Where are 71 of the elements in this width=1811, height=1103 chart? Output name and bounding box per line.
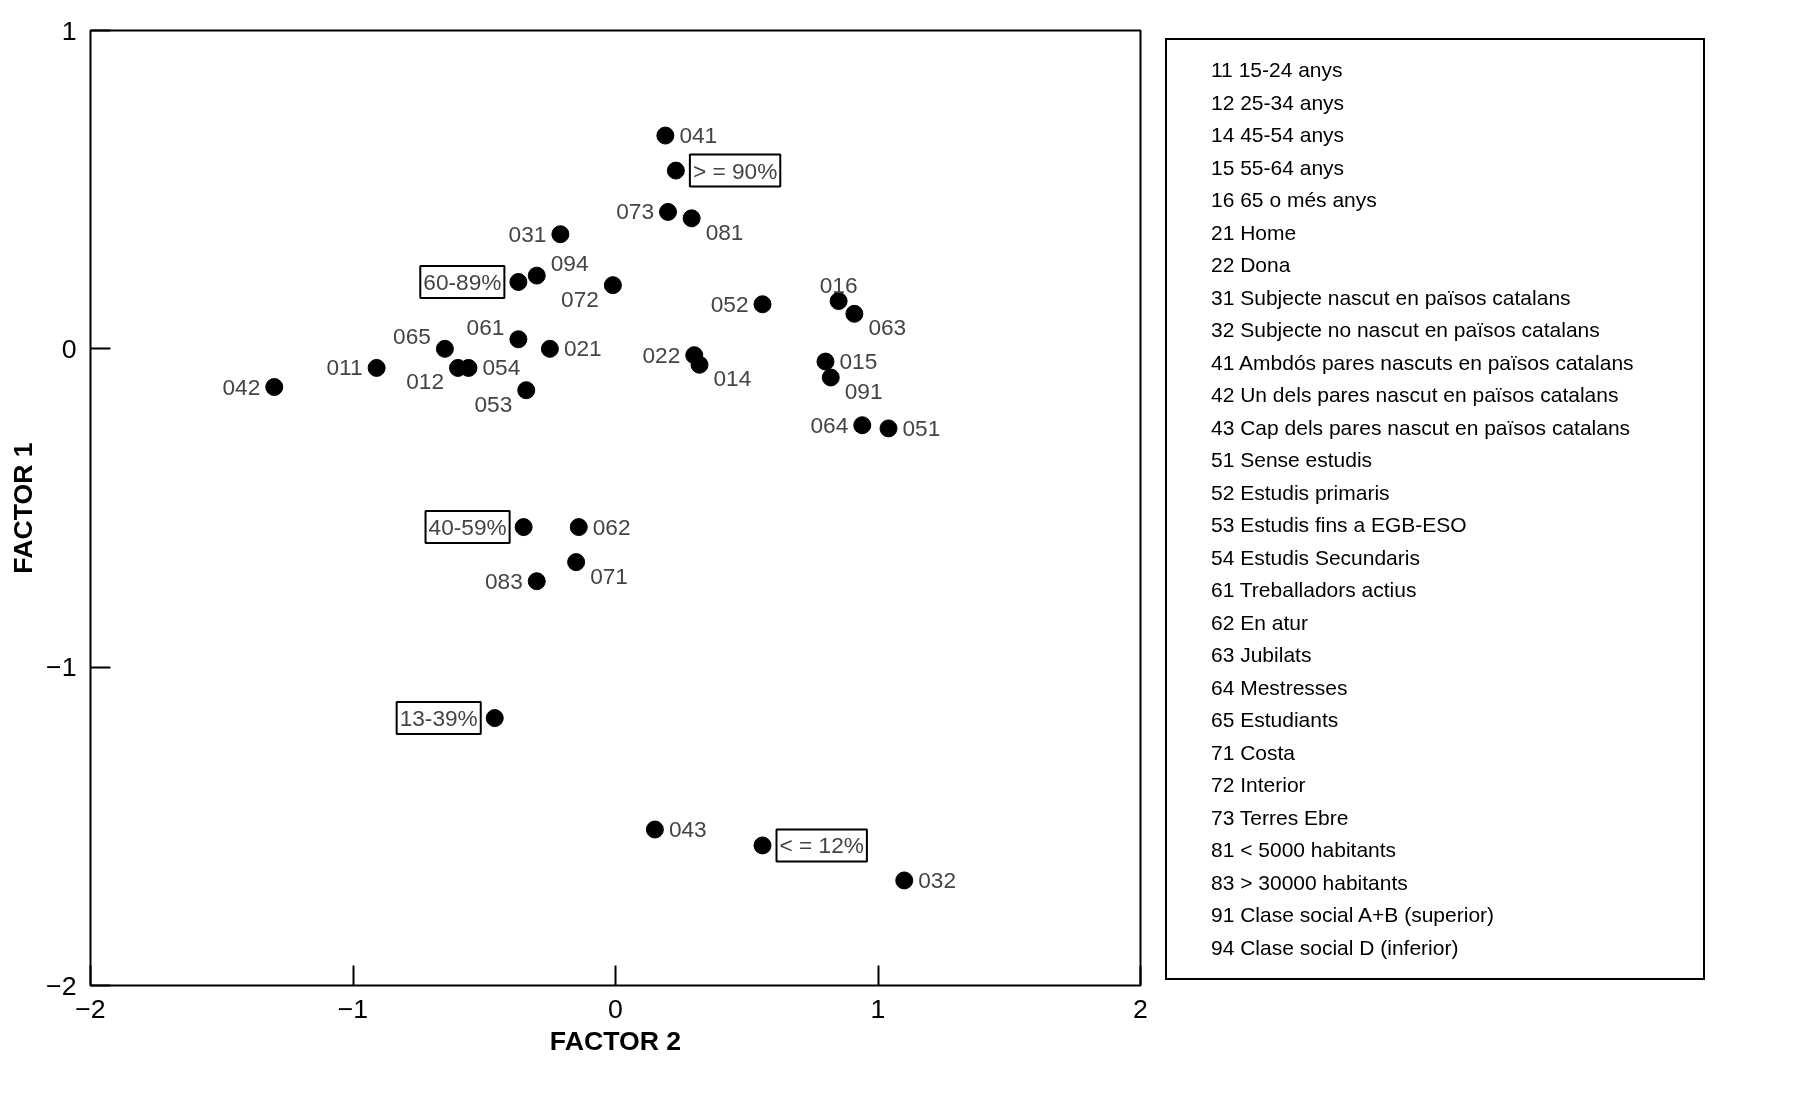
text: 64 Mestresses bbox=[1211, 674, 1349, 701]
annotation: 60-89% bbox=[423, 268, 502, 295]
text: 31 Subjecte nascut en països catalans bbox=[1211, 284, 1572, 311]
text: 73 Terres Ebre bbox=[1211, 804, 1350, 831]
text: 15 55-64 anys bbox=[1211, 154, 1346, 181]
x-tick-label: 1 bbox=[870, 993, 886, 1024]
annotation: 051 bbox=[902, 414, 941, 441]
text: 42 Un dels pares nascut en països catalans bbox=[1211, 382, 1620, 408]
text: 32 Subjecte no nascut en països catalans bbox=[1211, 317, 1601, 343]
annotation: 081 bbox=[705, 218, 744, 245]
text: 51 Sense estudis bbox=[1211, 447, 1374, 473]
annotation: 031 bbox=[508, 220, 547, 247]
text: 65 Estudiants bbox=[1211, 707, 1340, 733]
text: 91 Clase social A+B (superior) bbox=[1211, 902, 1496, 928]
annotation: 041 bbox=[679, 122, 718, 149]
annotation: 073 bbox=[616, 198, 655, 225]
x-axis-title: FACTOR 2 bbox=[549, 1025, 682, 1056]
annotation: 064 bbox=[810, 411, 849, 438]
text: 52 Estudis primaris bbox=[1211, 479, 1391, 506]
x-tick-label: 0 bbox=[608, 993, 623, 1024]
y-tick-label: 0 bbox=[61, 333, 77, 364]
text: 71 Costa bbox=[1211, 739, 1297, 766]
annotation: 053 bbox=[474, 390, 513, 417]
annotation: 061 bbox=[466, 313, 505, 340]
text: 72 Interior bbox=[1211, 772, 1307, 798]
x-tick-label: −1 bbox=[337, 993, 369, 1024]
y-axis-title: FACTOR 1 bbox=[8, 442, 39, 574]
annotation: 072 bbox=[561, 285, 599, 312]
text: 41 Ambdós pares nascuts en països catalans bbox=[1211, 349, 1635, 376]
x-tick-label: 2 bbox=[1133, 993, 1148, 1024]
y-tick-label: −2 bbox=[46, 970, 77, 1001]
text: 81 < 5000 habitants bbox=[1211, 837, 1398, 863]
text: 21 Home bbox=[1211, 219, 1298, 246]
annotation: 40-59% bbox=[428, 514, 507, 541]
annotation: 062 bbox=[592, 513, 631, 540]
annotation: 083 bbox=[484, 567, 523, 594]
annotation: 016 bbox=[819, 271, 858, 298]
text: 16 65 o més anys bbox=[1211, 187, 1378, 213]
annotation: 052 bbox=[710, 290, 749, 317]
annotation: 091 bbox=[844, 377, 883, 404]
annotation: 014 bbox=[713, 365, 752, 392]
text: 54 Estudis Secundaris bbox=[1211, 544, 1421, 571]
annotation: 094 bbox=[550, 250, 589, 277]
annotation: 021 bbox=[563, 335, 602, 362]
annotation: 015 bbox=[839, 348, 878, 375]
text: 22 Dona bbox=[1211, 252, 1292, 278]
annotation: 022 bbox=[642, 341, 681, 368]
text: 62 En atur bbox=[1211, 609, 1309, 636]
annotation: 071 bbox=[590, 562, 628, 589]
annotation: 043 bbox=[668, 816, 707, 843]
text: 11 15-24 anys bbox=[1211, 57, 1344, 83]
text: 53 Estudis fins a EGB-ESO bbox=[1211, 512, 1468, 538]
text: 61 Treballadors actius bbox=[1211, 577, 1418, 603]
annotation: > = 90% bbox=[692, 157, 778, 184]
annotation: 032 bbox=[918, 866, 957, 893]
annotation: 042 bbox=[222, 373, 261, 400]
annotation: < = 12% bbox=[779, 832, 864, 859]
annotation: 054 bbox=[482, 354, 521, 381]
text: 12 25-34 anys bbox=[1211, 89, 1346, 116]
y-tick-label: −1 bbox=[46, 652, 77, 683]
text: 63 Jubilats bbox=[1211, 642, 1313, 668]
text: 94 Clase social D (inferior) bbox=[1211, 934, 1460, 961]
y-tick-label: 1 bbox=[61, 15, 77, 46]
text: 43 Cap dels pares nascut en països catalans bbox=[1211, 414, 1632, 441]
annotation: 065 bbox=[393, 323, 431, 350]
annotation: 063 bbox=[868, 314, 907, 341]
annotation: 012 bbox=[406, 368, 445, 395]
text: 14 45-54 anys bbox=[1211, 122, 1346, 148]
annotation: 13-39% bbox=[399, 705, 478, 732]
text: 83 > 30000 habitants bbox=[1211, 869, 1409, 896]
annotation: 011 bbox=[326, 354, 363, 381]
